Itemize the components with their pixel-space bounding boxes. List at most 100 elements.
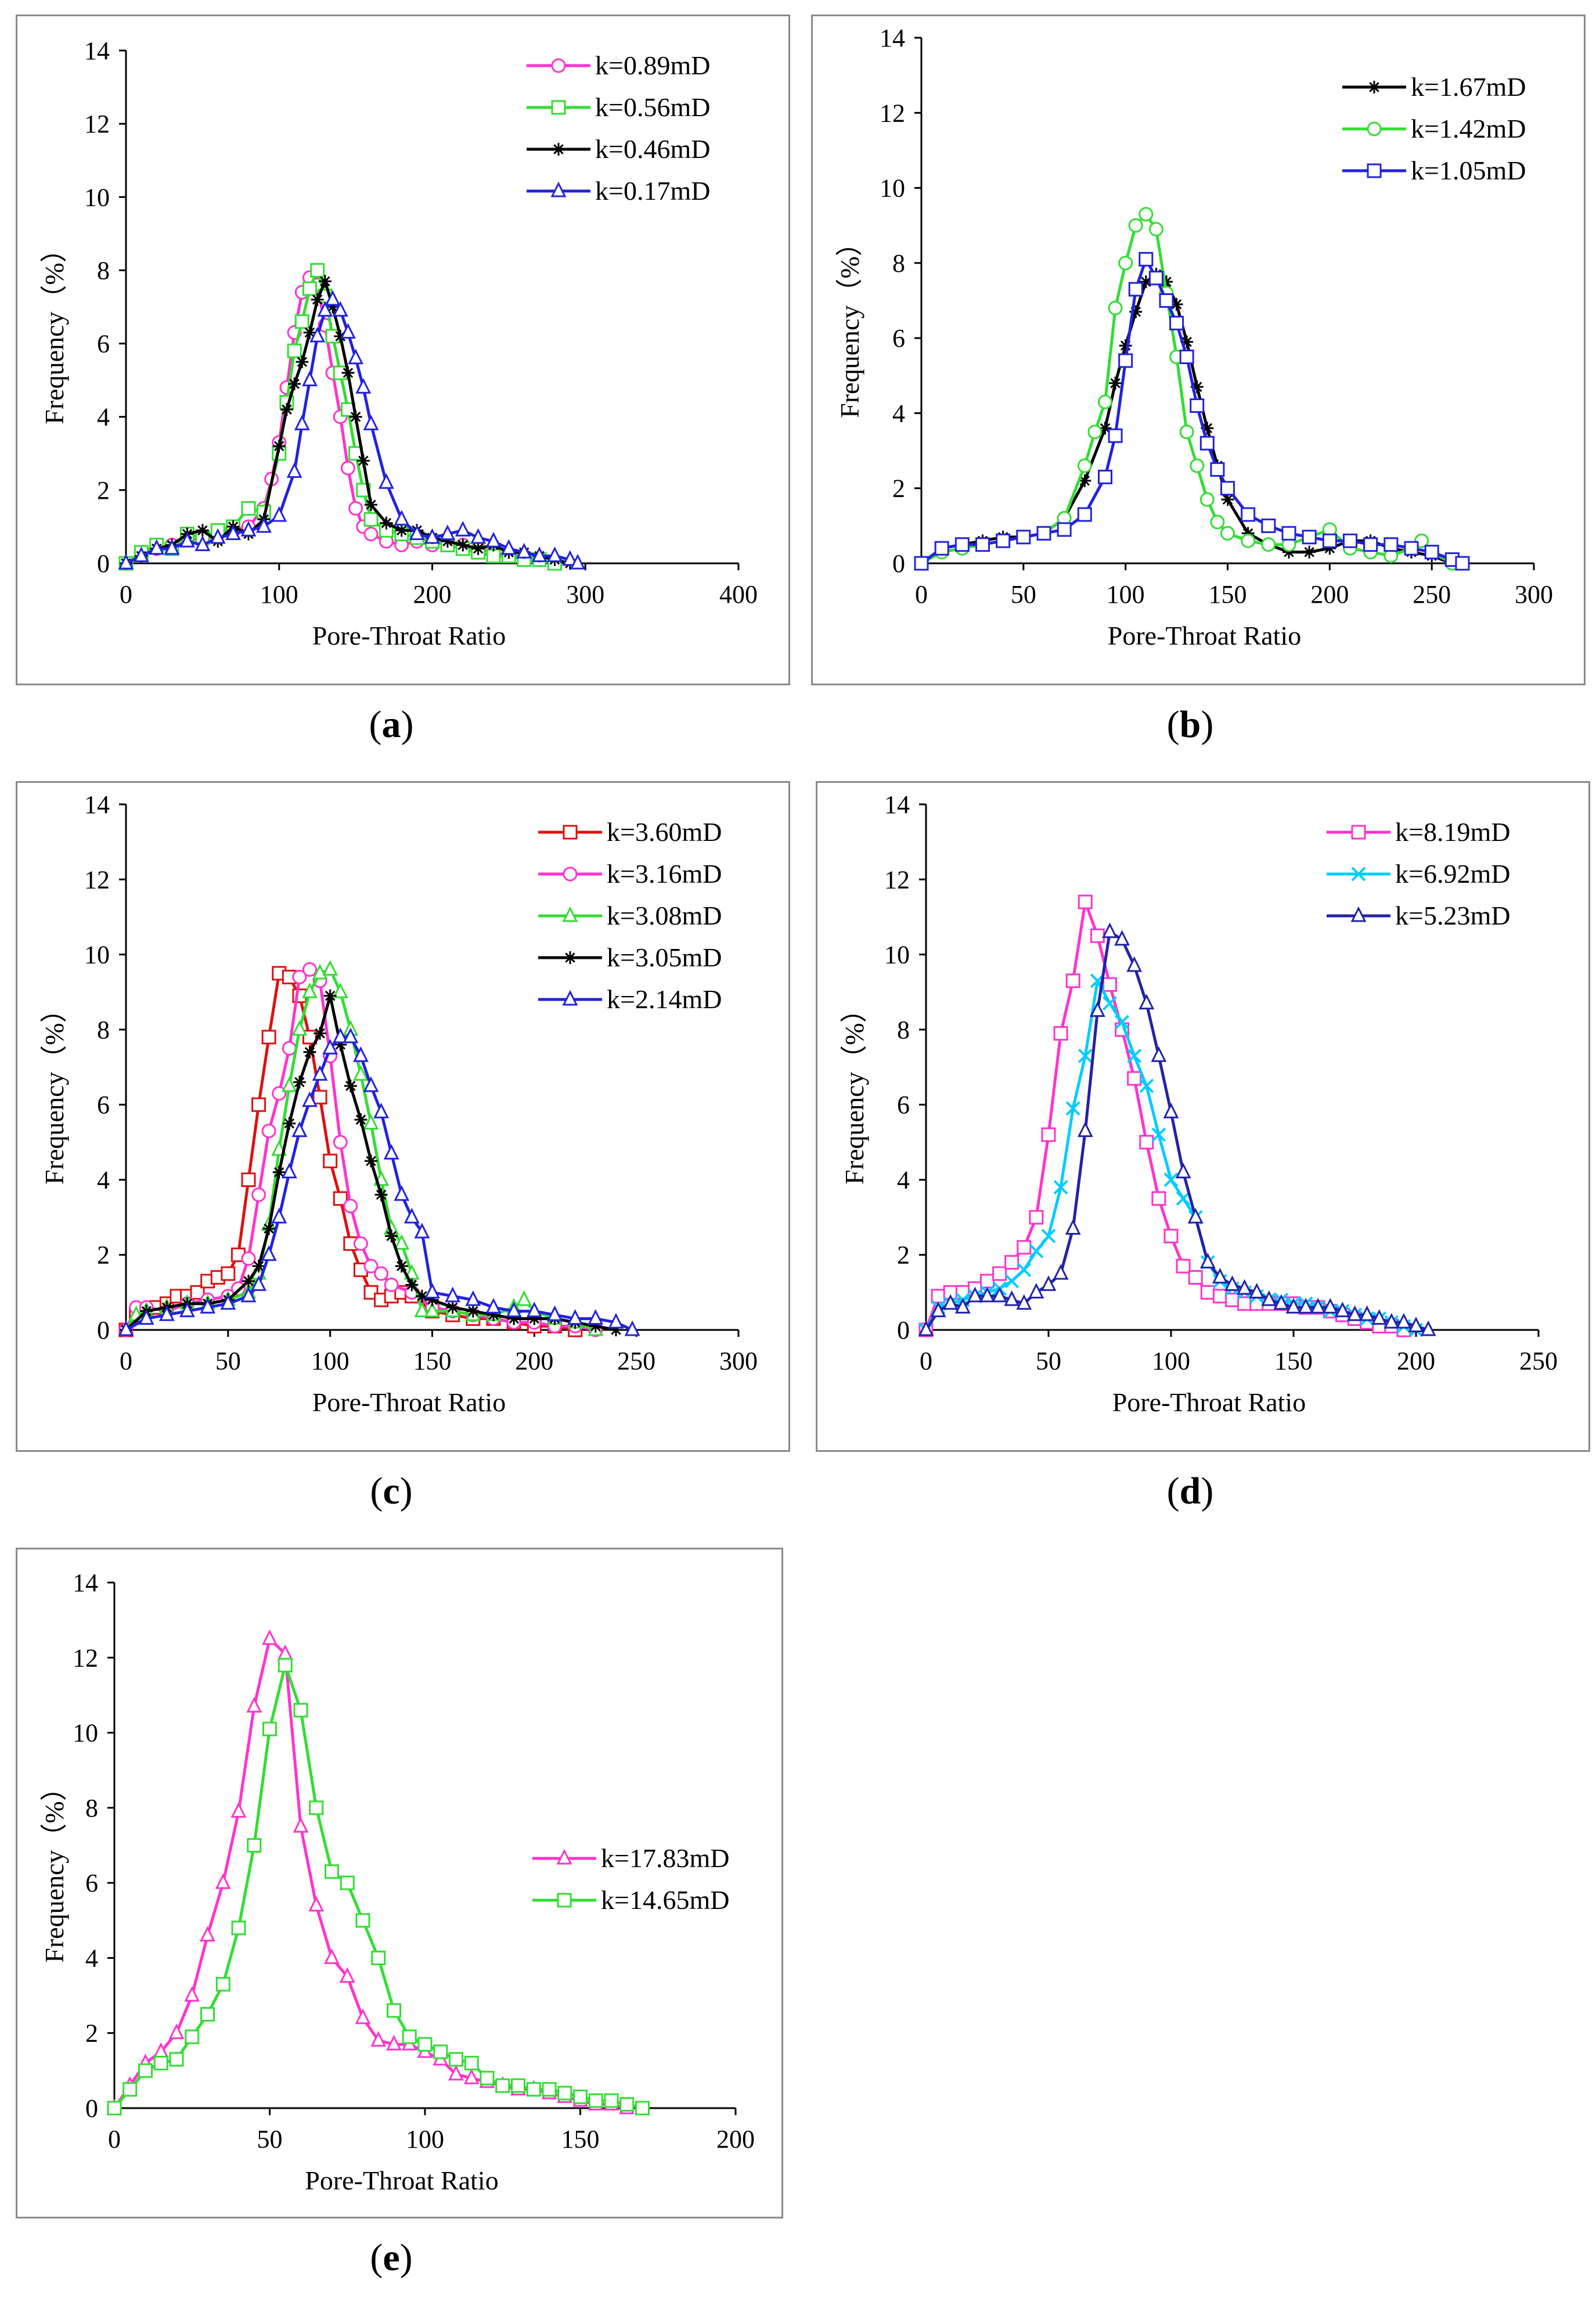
data-point — [589, 1319, 602, 1333]
data-point — [516, 542, 532, 559]
legend-marker — [552, 143, 565, 156]
data-point — [287, 343, 302, 358]
data-point — [246, 1696, 262, 1713]
data-point — [310, 262, 325, 278]
y-tick-label: 12 — [84, 865, 110, 894]
x-tick-label: 250 — [1519, 1347, 1558, 1375]
data-point — [373, 1102, 390, 1119]
data-point — [387, 2003, 401, 2018]
x-tick-label: 200 — [515, 1347, 553, 1375]
data-point — [312, 1089, 327, 1105]
data-point — [340, 461, 355, 476]
data-point — [1017, 1263, 1032, 1277]
data-point — [1249, 1283, 1265, 1299]
data-point — [1404, 541, 1419, 556]
x-tick-label: 150 — [1274, 1347, 1313, 1375]
data-point — [500, 539, 517, 555]
legend-label: k=3.60mD — [607, 817, 722, 847]
x-tick-label: 50 — [1011, 580, 1036, 609]
series-line — [124, 994, 618, 1332]
legend-marker — [551, 100, 566, 115]
data-point — [294, 414, 310, 430]
data-point — [1004, 1255, 1019, 1270]
data-point — [979, 1286, 995, 1303]
data-point — [1359, 1305, 1375, 1321]
data-point — [323, 989, 337, 1002]
data-point — [138, 1309, 154, 1325]
data-point — [1028, 1283, 1044, 1299]
data-point — [324, 1948, 340, 1964]
data-point — [635, 2101, 650, 2116]
x-tick-label: 300 — [566, 580, 604, 609]
x-tick-label: 300 — [719, 1347, 758, 1375]
x-tick-label: 0 — [920, 1347, 932, 1375]
y-tick-label: 4 — [97, 1166, 110, 1194]
data-point — [291, 1020, 308, 1036]
data-point — [1151, 1127, 1166, 1142]
data-point — [343, 1199, 358, 1214]
data-point — [282, 1041, 297, 1056]
legend-marker — [551, 58, 566, 73]
chart-frame — [811, 15, 1586, 685]
chart-panel-c: 0 50 100 150 200 250 300 0 2 4 6 8 10 12 14 Pore-Throat… — [16, 781, 790, 1452]
data-point — [424, 1283, 440, 1299]
data-point — [996, 533, 1011, 548]
y-tick-label: 4 — [897, 1166, 910, 1194]
data-point — [1078, 894, 1093, 909]
data-point — [352, 1065, 369, 1081]
x-tick-label: 0 — [915, 580, 928, 609]
data-point — [445, 1286, 461, 1303]
data-point — [251, 1187, 266, 1202]
data-point — [281, 1163, 297, 1178]
data-point — [326, 300, 340, 314]
data-point — [1065, 1101, 1080, 1116]
legend-label: k=0.17mD — [595, 176, 710, 206]
y-tick-label: 10 — [84, 183, 110, 211]
data-point — [1273, 1294, 1289, 1310]
data-point — [526, 1301, 542, 1318]
y-tick-label: 2 — [97, 1241, 110, 1270]
data-point — [303, 326, 316, 339]
data-point — [1199, 492, 1215, 507]
data-point — [1384, 537, 1399, 552]
data-point — [164, 539, 180, 555]
y-axis-label: Frequency（%） — [835, 229, 864, 418]
data-point — [1127, 1048, 1142, 1063]
y-tick-label: 6 — [97, 330, 110, 358]
data-point — [1139, 1135, 1154, 1150]
data-point — [931, 1289, 946, 1304]
data-point — [1078, 474, 1091, 487]
data-point — [1098, 394, 1112, 409]
data-point — [118, 1320, 134, 1336]
chart-svg-c: 0 50 100 150 200 250 300 0 2 4 6 8 10 12 14 Pore-Throat… — [16, 781, 790, 1452]
data-point — [1139, 207, 1154, 222]
data-point — [1170, 297, 1183, 311]
series-line — [113, 1637, 629, 2110]
data-point — [1148, 222, 1163, 237]
data-point — [402, 2029, 417, 2044]
data-point — [395, 524, 408, 537]
legend-label: k=17.83mD — [601, 1843, 729, 1873]
y-tick-label: 0 — [97, 549, 110, 578]
data-point — [1322, 533, 1337, 548]
data-point — [1016, 530, 1031, 545]
data-point — [1041, 1228, 1056, 1243]
data-point — [570, 553, 586, 570]
data-point — [371, 1950, 386, 1965]
data-point — [1139, 1078, 1154, 1094]
data-point — [1343, 533, 1357, 548]
y-tick-label: 6 — [892, 324, 905, 353]
data-point — [158, 1305, 175, 1321]
legend-entry: k=17.83mD — [532, 1843, 729, 1873]
data-point — [334, 1038, 347, 1051]
data-point — [194, 535, 211, 551]
y-tick-label: 12 — [880, 99, 905, 127]
legend-label: k=1.67mD — [1411, 72, 1526, 102]
chart-svg-d: 0 50 100 150 200 250 0 2 4 6 8 10 12 14 Pore-Throat Ra… — [816, 781, 1590, 1452]
data-point — [215, 1977, 230, 1992]
data-point — [1127, 1071, 1142, 1086]
data-point — [403, 1207, 420, 1224]
y-tick-label: 6 — [97, 1091, 110, 1119]
legend-entry: k=1.05mD — [1342, 156, 1526, 185]
data-point — [624, 1320, 640, 1336]
